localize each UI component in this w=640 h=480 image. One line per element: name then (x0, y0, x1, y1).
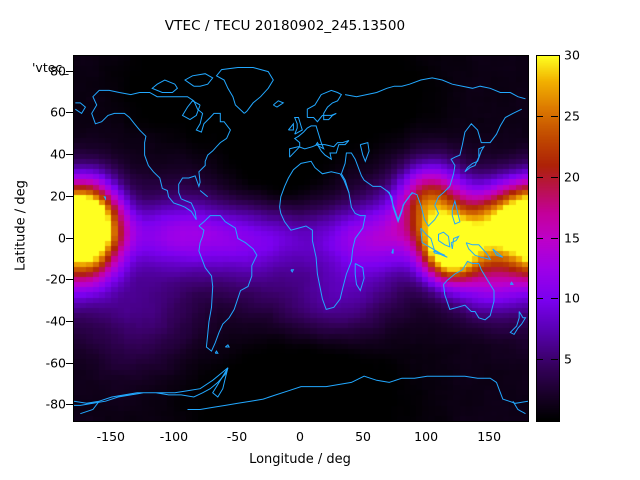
colorbar-tick-label: 25 (564, 108, 580, 124)
y-tick-mark (66, 320, 73, 322)
colorbar-tick-label: 20 (564, 169, 580, 185)
y-tick-label: 80 (50, 63, 66, 79)
colorbar-tick-mark (551, 176, 558, 178)
colorbar-tick-mark (536, 359, 543, 361)
colorbar-tick-mark (551, 359, 558, 361)
colorbar-tick-mark (536, 237, 543, 239)
y-tick-mark (66, 404, 73, 406)
y-tick-label: -60 (45, 355, 66, 371)
x-tick-label: -100 (159, 429, 189, 444)
y-tick-label: 20 (50, 188, 66, 204)
colorbar-tick-label: 30 (564, 47, 580, 63)
y-axis-label: Latitude / deg (13, 180, 29, 271)
y-tick-mark (66, 279, 73, 281)
page-title: VTEC / TECU 20180902_245.13500 (164, 18, 406, 34)
x-axis-label: Longitude / deg (249, 452, 351, 467)
x-tick-label: 100 (414, 429, 439, 444)
colorbar-tick-mark (551, 115, 558, 117)
colorbar-tick-mark (536, 115, 543, 117)
y-tick-mark (66, 154, 73, 156)
colorbar-tick-label: 15 (564, 230, 580, 245)
colorbar-gradient (537, 56, 559, 421)
corner-annotation: 'vtec_ (32, 60, 69, 75)
colorbar-tick-mark (536, 298, 543, 300)
colorbar-ticklabels: 5 10 15 20 25 30 (564, 0, 624, 480)
y-tick-label: 60 (50, 104, 66, 120)
y-tick-mark (66, 112, 73, 114)
colorbar-tick-mark (551, 237, 558, 239)
y-tick-label: 40 (50, 146, 66, 162)
y-tick-label: -80 (45, 396, 66, 412)
y-tick-label: -40 (45, 313, 66, 329)
coastline-overlay (74, 56, 528, 421)
y-tick-mark (66, 237, 73, 239)
colorbar-tick-mark (551, 298, 558, 300)
map-plot-area[interactable] (73, 55, 529, 422)
y-tick-mark (66, 70, 73, 72)
y-tick-mark (66, 195, 73, 197)
y-axis-ticklabels: 80 60 40 20 0 -20 -40 -60 -80 (22, 0, 66, 480)
colorbar-tick-label: 5 (564, 351, 572, 367)
y-tick-mark (66, 362, 73, 364)
vtec-heatmap-canvas (74, 56, 528, 421)
x-tick-label: 0 (296, 429, 304, 444)
colorbar-tick-mark (536, 176, 543, 178)
x-tick-label: 50 (355, 429, 371, 444)
y-tick-label: -20 (45, 271, 66, 287)
colorbar[interactable] (536, 55, 560, 422)
x-tick-label: 150 (477, 429, 502, 444)
x-axis-ticklabels: -150 -100 -50 0 50 100 150 (0, 429, 640, 447)
x-tick-label: -150 (96, 429, 126, 444)
colorbar-tick-label: 10 (564, 290, 580, 306)
y-tick-label: 0 (58, 230, 66, 245)
x-tick-label: -50 (226, 429, 248, 444)
